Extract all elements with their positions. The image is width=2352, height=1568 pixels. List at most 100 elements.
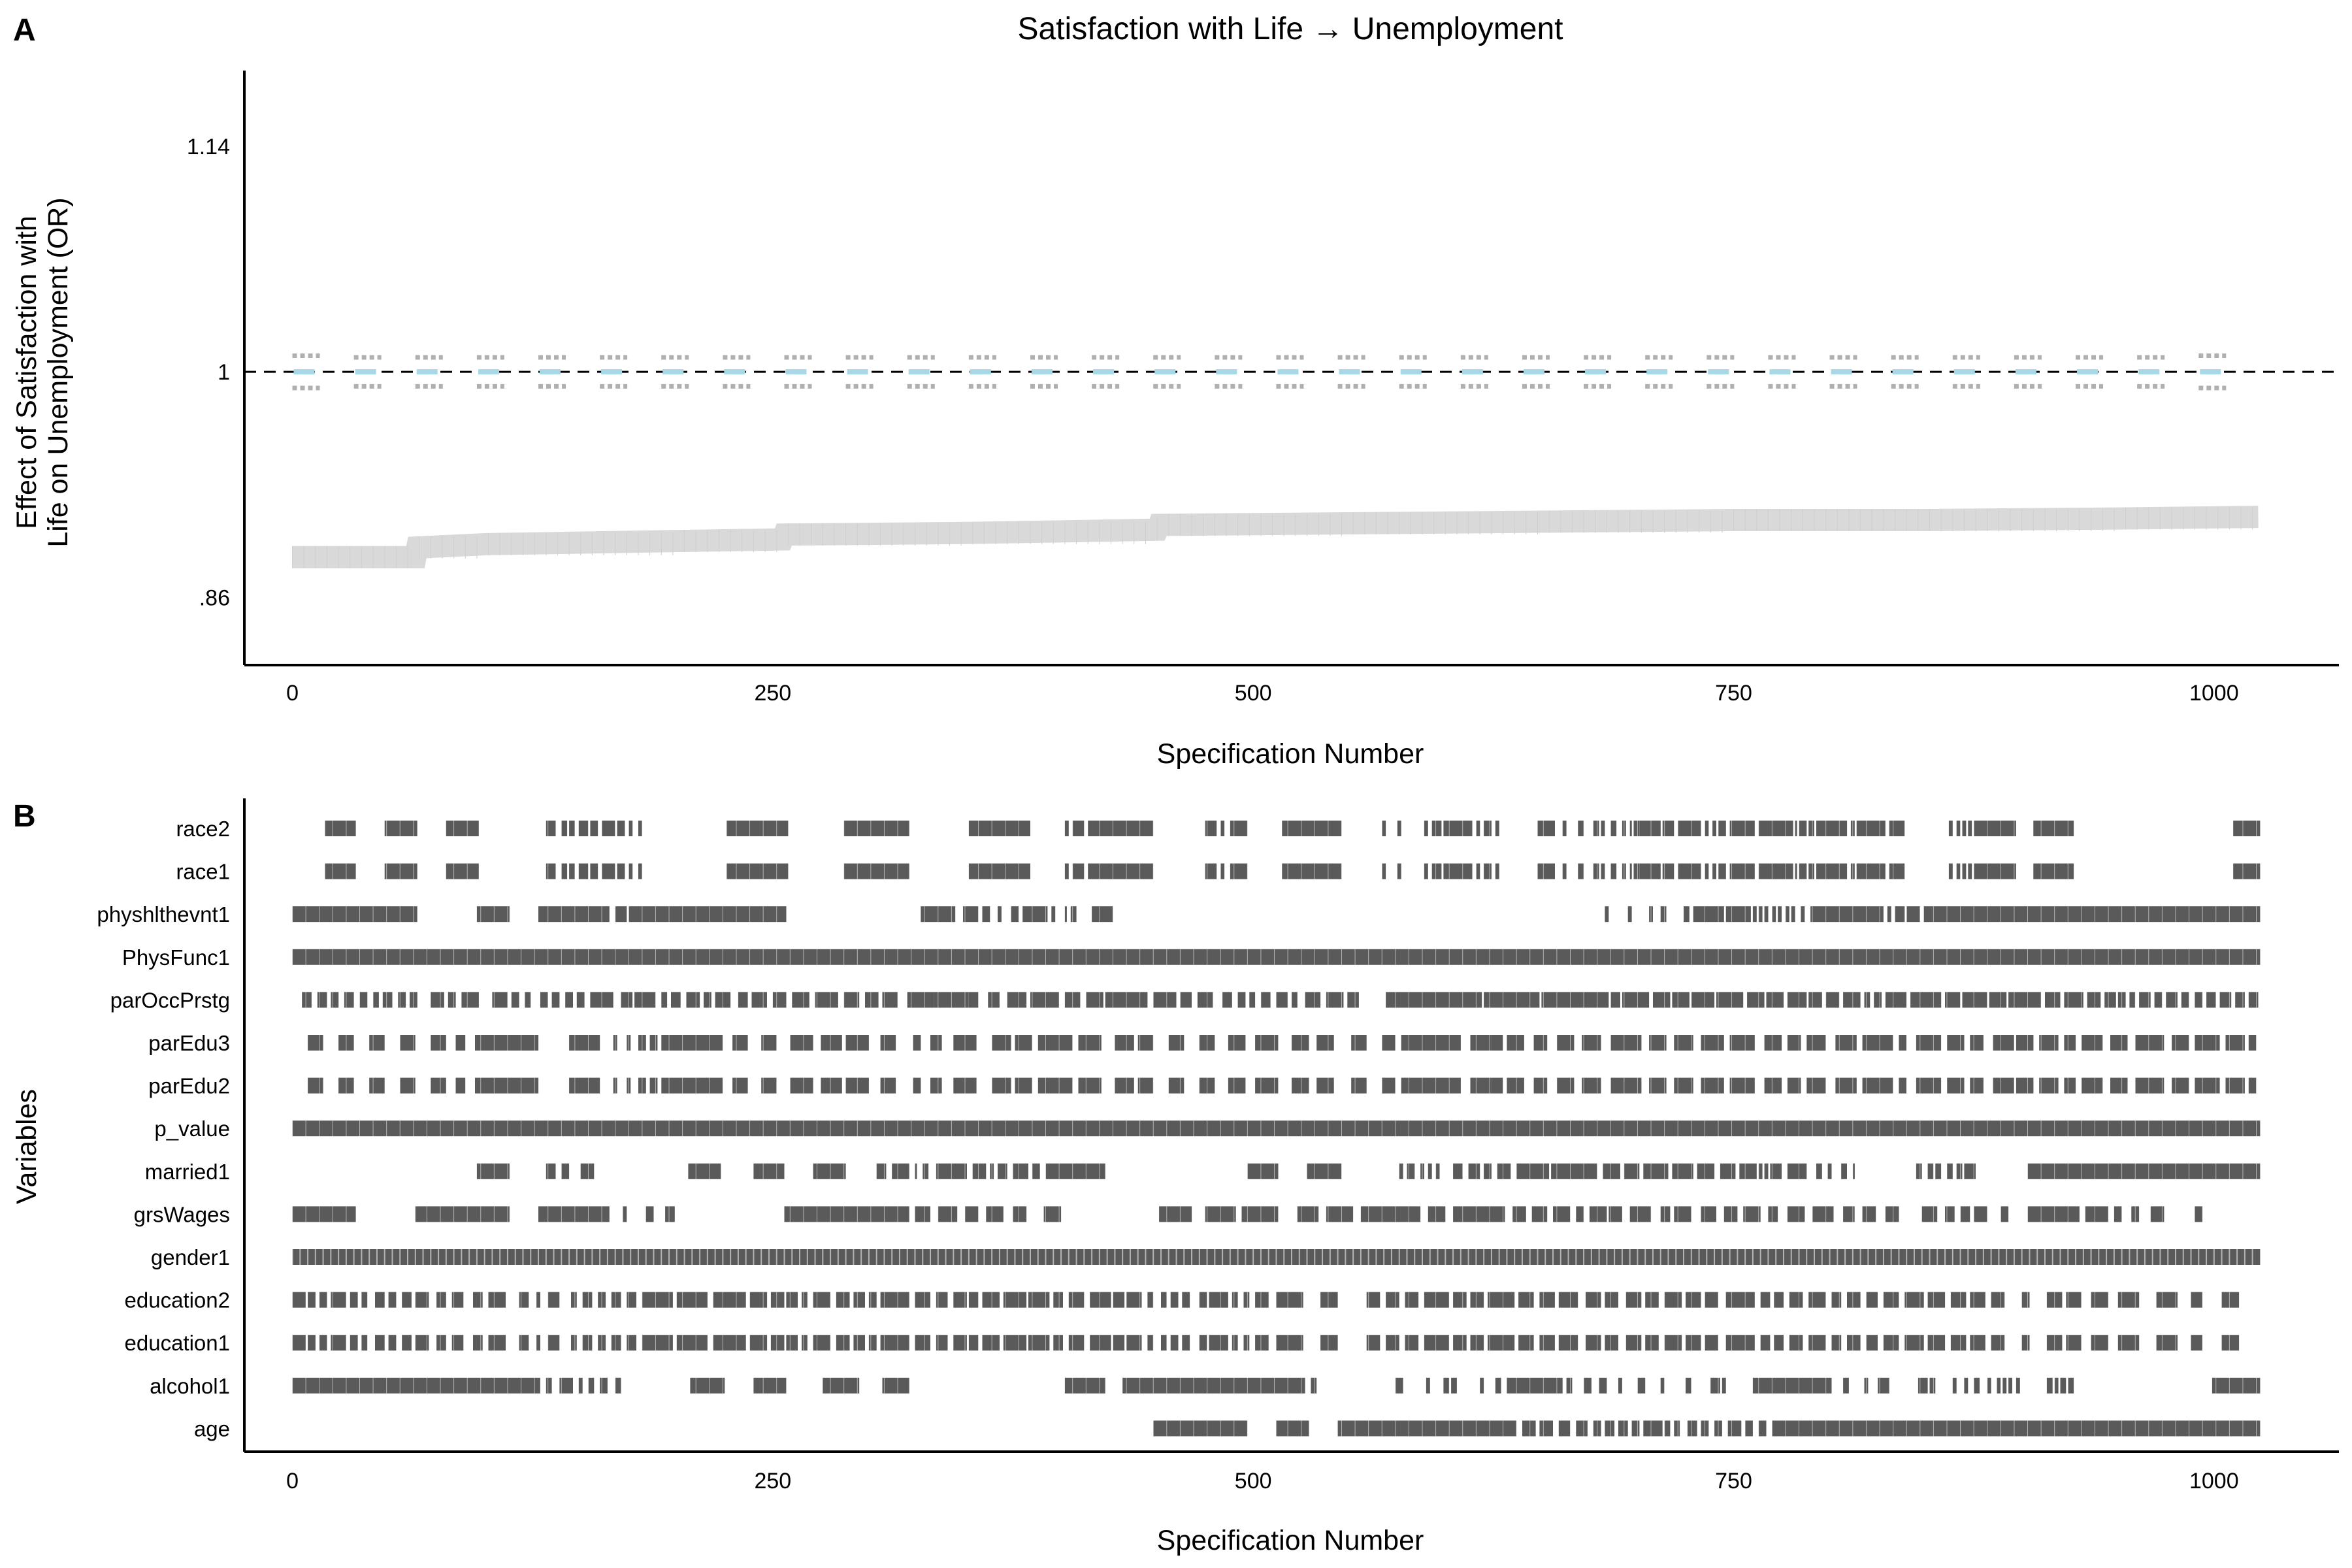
inclusion-mark-married1 (1765, 1164, 1769, 1179)
inclusion-mark-parOccPrstg (1305, 992, 1321, 1007)
inclusion-mark-parEdu3 (2016, 1035, 2034, 1051)
inclusion-mark-parEdu2 (1610, 1078, 1641, 1094)
inclusion-mark-age (1632, 1420, 1640, 1436)
panel-b-xtick-label: 750 (1715, 1469, 1752, 1494)
inclusion-mark-education1 (1471, 1335, 1484, 1350)
inclusion-mark-race1 (1073, 864, 1085, 879)
inclusion-mark-alcohol1 (1918, 1378, 1928, 1394)
inclusion-mark-grsWages (2001, 1206, 2008, 1222)
inclusion-mark-alcohol1 (690, 1378, 725, 1394)
inclusion-mark-education2 (1808, 1292, 1826, 1308)
inclusion-mark-education1 (519, 1335, 529, 1350)
inclusion-mark-alcohol1 (1584, 1378, 1592, 1394)
inclusion-mark-education1 (771, 1335, 785, 1350)
inclusion-mark-alcohol1 (2212, 1378, 2261, 1394)
inclusion-mark-married1 (1739, 1164, 1757, 1179)
inclusion-mark-education1 (1789, 1335, 1803, 1350)
inclusion-mark-physhlthevnt1 (1801, 906, 1805, 922)
inclusion-mark-education2 (583, 1292, 593, 1308)
inclusion-mark-married1 (1399, 1164, 1403, 1179)
inclusion-mark-parEdu3 (1169, 1035, 1184, 1051)
inclusion-mark-parOccPrstg (512, 992, 519, 1007)
inclusion-mark-education1 (1928, 1335, 1946, 1350)
inclusion-mark-education2 (319, 1292, 327, 1308)
inclusion-mark-alcohol1 (1843, 1378, 1849, 1394)
inclusion-mark-education1 (536, 1335, 540, 1350)
inclusion-mark-race2 (1799, 821, 1807, 836)
panel-a-axes (244, 71, 2339, 665)
panel-a-ylabel-line-2: Life on Unemployment (OR) (42, 197, 74, 547)
inclusion-mark-married1 (1469, 1164, 1480, 1179)
inclusion-mark-parOccPrstg (1826, 992, 1840, 1007)
inclusion-mark-parEdu2 (821, 1078, 841, 1094)
inclusion-mark-parEdu3 (1534, 1035, 1548, 1051)
inclusion-mark-race1 (1795, 864, 1797, 879)
inclusion-mark-education1 (1705, 1335, 1718, 1350)
inclusion-mark-grsWages (1788, 1206, 1805, 1222)
inclusion-mark-grsWages (1553, 1206, 1571, 1222)
inclusion-mark-education2 (1665, 1292, 1682, 1308)
inclusion-mark-race2 (844, 821, 909, 836)
inclusion-mark-race2 (1593, 821, 1599, 836)
inclusion-mark-education2 (1209, 1292, 1228, 1308)
inclusion-mark-race1 (1282, 864, 1341, 879)
inclusion-mark-education1 (436, 1335, 446, 1350)
inclusion-mark-parEdu2 (1015, 1078, 1033, 1094)
inclusion-mark-physhlthevnt1 (1786, 906, 1789, 922)
inclusion-mark-grsWages (1590, 1206, 1607, 1222)
inclusion-mark-education1 (1686, 1335, 1701, 1350)
inclusion-mark-PhysFunc1 (293, 949, 2261, 965)
inclusion-mark-race1 (1974, 864, 2016, 879)
inclusion-mark-parEdu2 (1138, 1078, 1154, 1094)
inclusion-mark-physhlthevnt1 (1924, 906, 2261, 922)
inclusion-mark-race1 (1476, 864, 1480, 879)
variable-label: parEdu3 (148, 1031, 230, 1055)
inclusion-mark-education2 (293, 1292, 306, 1308)
inclusion-mark-race2 (385, 821, 417, 836)
inclusion-mark-parOccPrstg (577, 992, 585, 1007)
inclusion-mark-education1 (1951, 1335, 1967, 1350)
inclusion-mark-parOccPrstg (2087, 992, 2101, 1007)
inclusion-mark-p_value (293, 1120, 2261, 1136)
inclusion-mark-race1 (561, 864, 567, 879)
inclusion-mark-education1 (1320, 1335, 1338, 1350)
inclusion-mark-education1 (1113, 1335, 1125, 1350)
inclusion-mark-parOccPrstg (1249, 992, 1255, 1007)
inclusion-mark-race1 (1639, 864, 1660, 879)
inclusion-mark-education1 (489, 1335, 506, 1350)
inclusion-mark-grsWages (1630, 1206, 1651, 1222)
inclusion-mark-parEdu2 (881, 1078, 896, 1094)
inclusion-mark-alcohol1 (1953, 1378, 1957, 1394)
inclusion-mark-education1 (1255, 1335, 1269, 1350)
inclusion-mark-race1 (844, 864, 909, 879)
inclusion-mark-race1 (1538, 864, 1556, 879)
inclusion-mark-parOccPrstg (1989, 992, 2007, 1007)
inclusion-mark-education2 (1726, 1292, 1755, 1308)
inclusion-mark-education2 (1069, 1292, 1085, 1308)
inclusion-mark-parEdu3 (2172, 1035, 2189, 1051)
inclusion-mark-parEdu2 (1079, 1078, 1102, 1094)
inclusion-mark-age (1522, 1420, 1536, 1436)
inclusion-mark-education1 (2022, 1335, 2030, 1350)
inclusion-mark-parEdu3 (1382, 1035, 1396, 1051)
inclusion-mark-race1 (1088, 864, 1153, 879)
inclusion-mark-race2 (1610, 821, 1616, 836)
inclusion-mark-education1 (361, 1335, 367, 1350)
inclusion-mark-race2 (569, 821, 575, 836)
inclusion-mark-parEdu3 (1674, 1035, 1693, 1051)
inclusion-mark-education1 (983, 1335, 1000, 1350)
inclusion-mark-education2 (1028, 1292, 1049, 1308)
inclusion-mark-married1 (688, 1164, 721, 1179)
panel-b-xlabel: Specification Number (1157, 1525, 1424, 1556)
inclusion-mark-physhlthevnt1 (1810, 906, 1884, 922)
inclusion-mark-parEdu3 (1492, 1035, 1503, 1051)
inclusion-mark-education1 (1386, 1335, 1399, 1350)
panel-a-title: Satisfaction with Life → Unemployment (1017, 12, 1563, 46)
inclusion-mark-parOccPrstg (1347, 992, 1359, 1007)
inclusion-mark-parEdu2 (2226, 1078, 2245, 1094)
inclusion-mark-education1 (802, 1335, 808, 1350)
inclusion-mark-alcohol1 (546, 1378, 552, 1394)
inclusion-mark-parEdu3 (1899, 1035, 1906, 1051)
inclusion-mark-parOccPrstg (969, 992, 979, 1007)
inclusion-mark-married1 (1032, 1164, 1040, 1179)
